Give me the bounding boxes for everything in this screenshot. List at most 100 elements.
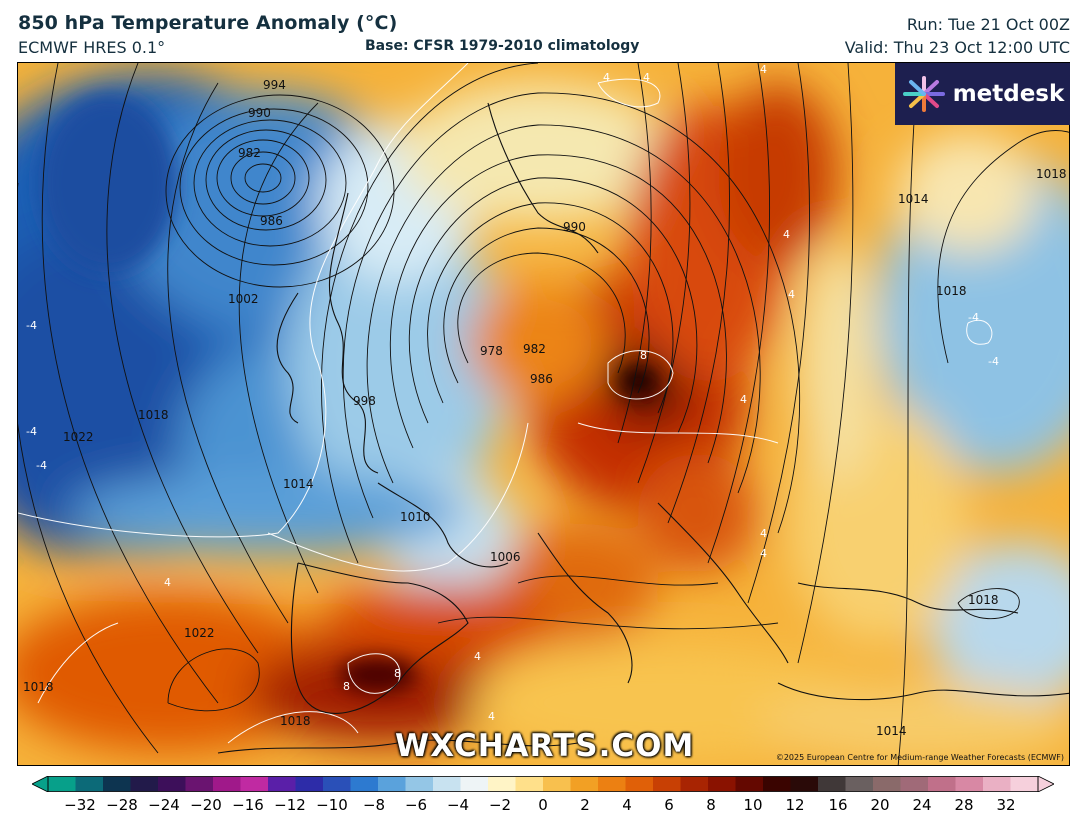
base-climatology-label: Base: CFSR 1979-2010 climatology (365, 38, 640, 54)
map-area[interactable]: 994 990 982 986 990 982 986 978 1002 998… (17, 62, 1070, 766)
isobar-label: 1018 (1036, 167, 1067, 181)
colorbar-frame (47, 776, 1039, 792)
colorbar-cell (268, 776, 297, 792)
colorbar-cell (405, 776, 434, 792)
colorbar-tick: −12 (274, 796, 306, 814)
colorbar-cell (240, 776, 269, 792)
isobar-label: 986 (260, 214, 283, 228)
colorbar-tick: 20 (870, 796, 890, 814)
logo-text: metdesk (952, 81, 1065, 107)
colorbar-ticks: −32 −28 −24 −20 −16 −12 −10 −8 −6 −4 −2 … (0, 796, 1088, 820)
colorbar-tick: 12 (785, 796, 805, 814)
colorbar-cell (845, 776, 874, 792)
colorbar-tick: −4 (446, 796, 470, 814)
colorbar-cell (708, 776, 737, 792)
colorbar-cell (873, 776, 902, 792)
colorbar-tick: 32 (996, 796, 1016, 814)
colorbar-tick: 0 (538, 796, 548, 814)
anomaly-contours (18, 63, 993, 744)
isobar-label: 986 (530, 372, 553, 386)
colorbar-cell (680, 776, 709, 792)
colorbar-tick: 6 (664, 796, 674, 814)
anomaly-label-group: -4 -4 -4 -4 -4 4 4 4 4 4 4 8 8 8 4 4 4 4… (26, 63, 999, 723)
isobar-label: 1022 (184, 626, 215, 640)
colorbar-min-arrow (32, 776, 49, 792)
colorbar-tick: −32 (64, 796, 96, 814)
colorbar-cell (103, 776, 132, 792)
isobar-label-group: 994 990 982 986 990 982 986 978 1002 998… (23, 78, 1067, 738)
chart-title: 850 hPa Temperature Anomaly (°C) (18, 12, 398, 34)
anomaly-label: 4 (760, 547, 767, 560)
colorbar-cell (735, 776, 764, 792)
isobar-label: 978 (480, 344, 503, 358)
colorbar-cell (295, 776, 324, 792)
anomaly-label: 4 (760, 527, 767, 540)
colorbar-cell (955, 776, 984, 792)
colorbar-cell (460, 776, 489, 792)
colorbar-cell (378, 776, 407, 792)
colorbar-tick: 28 (954, 796, 974, 814)
coastlines (217, 102, 1069, 754)
anomaly-label: 4 (164, 576, 171, 589)
anomaly-label: -4 (36, 459, 47, 472)
anomaly-label: -4 (968, 311, 979, 324)
colorbar-tick: −8 (362, 796, 386, 814)
anomaly-label: 4 (474, 650, 481, 663)
anomaly-map: 994 990 982 986 990 982 986 978 1002 998… (18, 63, 1069, 765)
colorbar-tick: 2 (580, 796, 590, 814)
anomaly-label: 4 (740, 393, 747, 406)
colorbar-cell (928, 776, 957, 792)
colorbar-cell (185, 776, 214, 792)
colorbar-cell (625, 776, 654, 792)
colorbar-tick: −2 (488, 796, 512, 814)
chart-header: 850 hPa Temperature Anomaly (°C) ECMWF H… (0, 0, 1088, 62)
isobar-label: 1018 (280, 714, 311, 728)
anomaly-field (18, 73, 1069, 763)
colorbar-cell (130, 776, 159, 792)
isobar-label: 1014 (283, 477, 314, 491)
colorbar-max-arrow (1037, 776, 1054, 792)
colorbar-cell (763, 776, 792, 792)
colorbar-cell (1010, 776, 1039, 792)
isobar-label: 1022 (63, 430, 94, 444)
isobar-label: 994 (263, 78, 286, 92)
colorbar-cell (570, 776, 599, 792)
colorbar-cell (213, 776, 242, 792)
anomaly-label: -4 (26, 319, 37, 332)
isobar-label: 990 (248, 106, 271, 120)
colorbar-tick: 4 (622, 796, 632, 814)
colorbar-cell (653, 776, 682, 792)
anomaly-label: 8 (640, 349, 647, 362)
metdesk-flower-icon (902, 76, 945, 112)
colorbar-tick: −6 (404, 796, 428, 814)
isobar-label: 982 (238, 146, 261, 160)
anomaly-label: 4 (488, 710, 495, 723)
colorbar-cell (433, 776, 462, 792)
colorbar (32, 776, 1054, 792)
isobars (18, 63, 1069, 765)
colorbar-cell (900, 776, 929, 792)
colorbar-tick: 10 (743, 796, 763, 814)
colorbar-cell (983, 776, 1012, 792)
anomaly-detail (38, 93, 658, 693)
isobar-label: 1014 (876, 724, 907, 738)
colorbar-cell (818, 776, 847, 792)
colorbar-cell (350, 776, 379, 792)
isobar-label: 1010 (400, 510, 431, 524)
colorbar-cell (48, 776, 77, 792)
isobar-label: 1018 (968, 593, 999, 607)
colorbar-cell (323, 776, 352, 792)
colorbar-cells (48, 776, 1039, 792)
colorbar-tick: 16 (828, 796, 848, 814)
anomaly-label: 4 (783, 228, 790, 241)
anomaly-label: 4 (603, 71, 610, 84)
anomaly-label: 4 (643, 71, 650, 84)
colorbar-tick: 8 (706, 796, 716, 814)
colorbar-tick: −10 (316, 796, 348, 814)
colorbar-cell (543, 776, 572, 792)
colorbar-cell (598, 776, 627, 792)
model-label: ECMWF HRES 0.1° (18, 38, 166, 57)
colorbar-cell (488, 776, 517, 792)
colorbar-tick: 24 (912, 796, 932, 814)
watermark: WXCHARTS.COM (395, 728, 695, 764)
